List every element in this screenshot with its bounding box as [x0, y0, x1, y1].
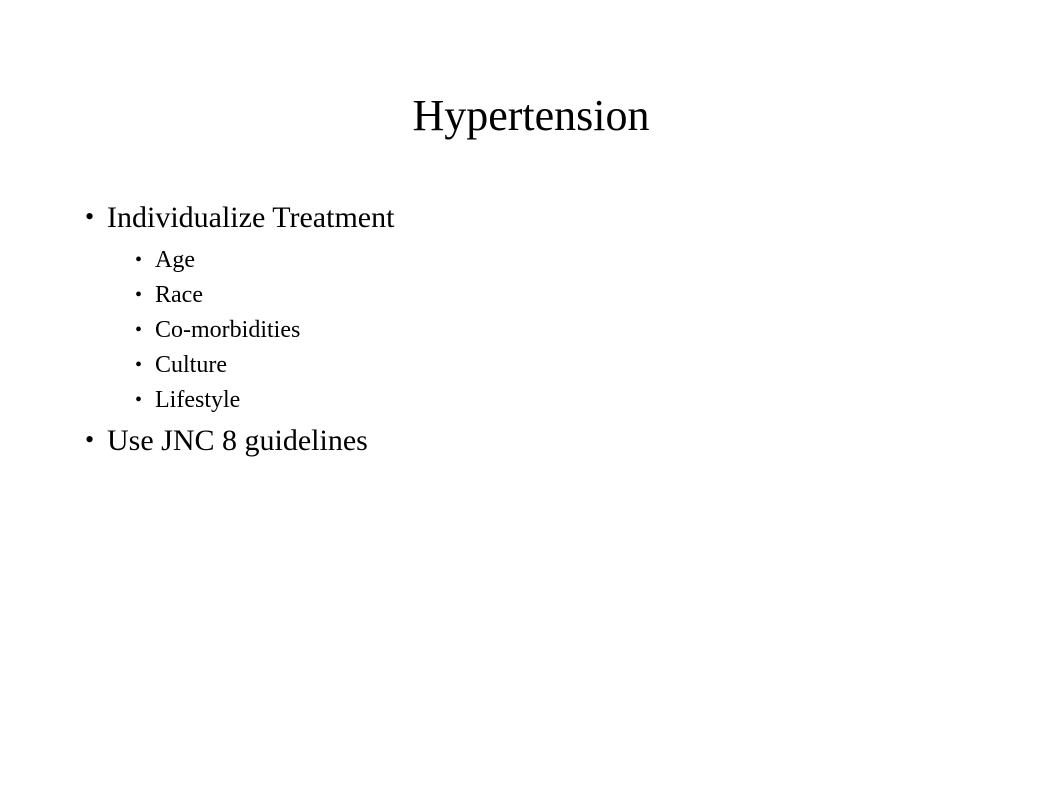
bullet-item: Use JNC 8 guidelines — [85, 424, 1062, 458]
sub-bullet-item: Lifestyle — [135, 387, 1062, 414]
bullet-text: Use JNC 8 guidelines — [107, 424, 368, 457]
sub-bullet-item: Race — [135, 282, 1062, 309]
bullet-list-level2: Age Race Co-morbidities Culture Lifestyl… — [135, 247, 1062, 414]
sub-bullet-item: Co-morbidities — [135, 317, 1062, 344]
bullet-list-level1: Individualize Treatment Age Race Co-morb… — [85, 201, 1062, 458]
slide-content: Individualize Treatment Age Race Co-morb… — [0, 201, 1062, 458]
bullet-item: Individualize Treatment Age Race Co-morb… — [85, 201, 1062, 414]
bullet-text: Individualize Treatment — [107, 201, 394, 234]
sub-bullet-item: Age — [135, 247, 1062, 274]
sub-bullet-item: Culture — [135, 352, 1062, 379]
slide-title: Hypertension — [0, 0, 1062, 201]
